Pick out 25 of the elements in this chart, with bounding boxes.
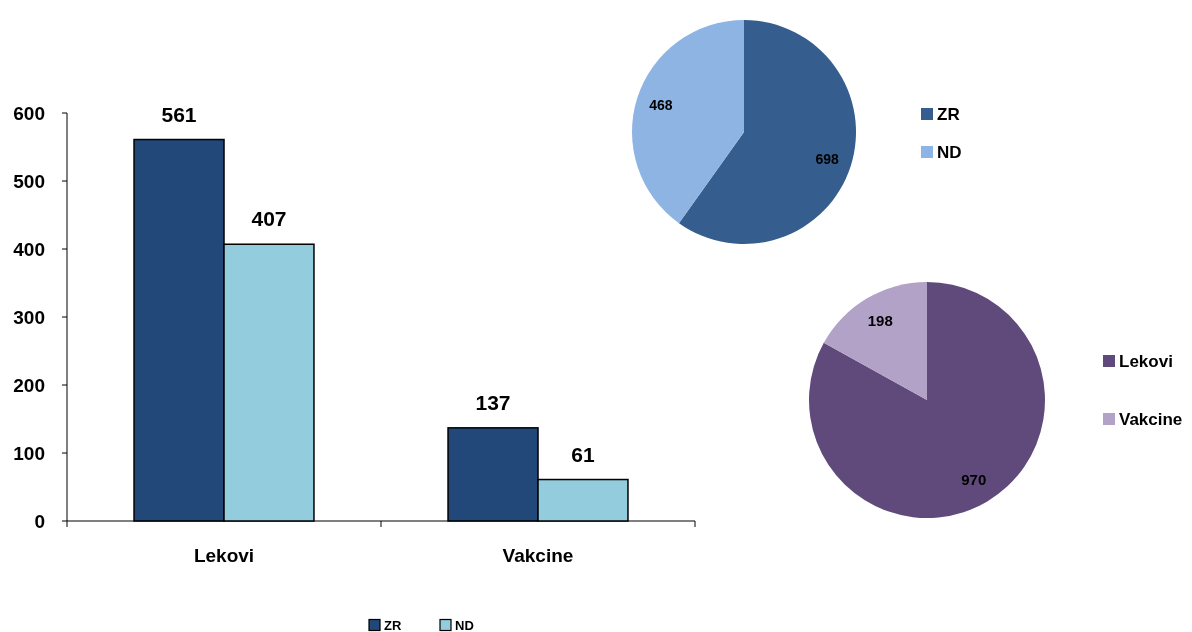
pie-slice — [823, 282, 927, 400]
data-label: 407 — [251, 207, 287, 231]
pie-slice — [809, 282, 1045, 518]
legend-label: Lekovi — [1119, 352, 1173, 372]
legend-label: ND — [937, 143, 962, 163]
legend-label: Vakcine — [1119, 410, 1183, 430]
pie-slice — [678, 20, 856, 244]
data-label: 61 — [571, 442, 595, 466]
y-tick-label: 600 — [13, 102, 45, 124]
y-tick-label: 300 — [13, 306, 45, 328]
y-tick-label: 0 — [34, 510, 45, 532]
legend-label: ND — [455, 617, 474, 632]
data-label: 970 — [961, 470, 987, 488]
data-label: 137 — [475, 390, 511, 414]
data-label: 561 — [161, 102, 197, 126]
legend-label: ZR — [937, 105, 960, 125]
pie-slice — [632, 20, 744, 224]
y-tick-label: 500 — [13, 170, 45, 192]
y-tick-label: 200 — [13, 374, 45, 396]
y-tick-label: 100 — [13, 442, 45, 464]
y-tick-label: 400 — [13, 238, 45, 260]
legend-label: ZR — [384, 617, 402, 632]
data-label: 698 — [815, 150, 840, 167]
data-label: 198 — [867, 312, 893, 330]
data-label: 468 — [649, 97, 673, 114]
